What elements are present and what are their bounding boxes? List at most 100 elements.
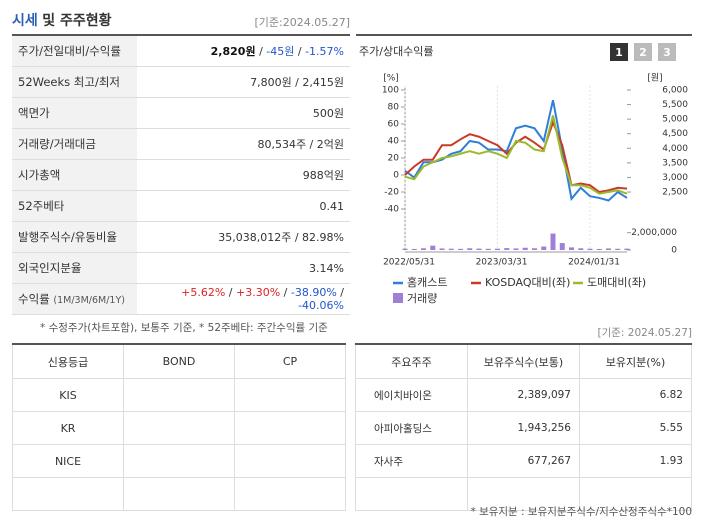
quote-label-cell: 발행주식수/유동비율: [12, 221, 137, 253]
credit-table: 신용등급 BOND CP KIS KR NICE: [12, 343, 346, 511]
table-row: 에이치바이온 2,389,097 6.82: [355, 378, 692, 412]
quote-label-cell: 수익률 (1M/3M/6M/1Y): [12, 283, 137, 315]
quote-value: +3.30%: [236, 286, 281, 299]
quote-label: 액면가: [18, 106, 50, 120]
quote-label: 외국인지분율: [18, 261, 82, 275]
quote-row: 발행주식수/유동비율 35,038,012주 / 82.98%: [12, 221, 350, 253]
header-title: 시세 및 주주현황: [12, 10, 112, 30]
volume-bar: [596, 248, 602, 250]
quote-value-cell: +5.62% / +3.30% / -38.90% / -40.06%: [137, 283, 350, 315]
quote-table: 주가/전일대비/수익률 2,820원 / -45원 / -1.57% 52Weeks…: [12, 36, 350, 315]
volume-bar: [458, 248, 463, 250]
legend-label: 홈캐스트: [407, 275, 447, 289]
quote-label-note: (1M/3M/6M/1Y): [53, 295, 125, 306]
table-cell: 1.93: [579, 444, 692, 478]
y2-tick-label: 3,500: [662, 158, 688, 168]
quote-value: -1.57%: [305, 45, 344, 58]
volume-bar: [467, 248, 473, 250]
quote-value: /: [336, 286, 344, 299]
quote-value-cell: 2,820원 / -45원 / -1.57%: [137, 36, 350, 67]
legend-label: KOSDAQ대비(좌): [485, 276, 570, 289]
y-tick-label: 80: [388, 103, 400, 113]
chart-tab-label[interactable]: 1: [615, 46, 623, 59]
table-row: KIS: [12, 378, 346, 412]
y2-unit: [원]: [647, 73, 662, 84]
table-cell: 5.55: [579, 411, 692, 445]
y2-tick-label: 2,500: [662, 188, 688, 198]
legend-label: 도매대비(좌): [587, 276, 646, 289]
chart-tab-label[interactable]: 3: [663, 46, 671, 59]
series-line: [404, 99, 628, 202]
chart-tab[interactable]: [634, 43, 652, 61]
table-cell: [234, 477, 346, 511]
quote-row: 52주베타 0.41: [12, 190, 350, 222]
quote-value: /: [294, 45, 306, 58]
volume-bar: [485, 248, 491, 250]
series-line: [404, 115, 628, 195]
table-cell: [234, 411, 346, 445]
chart-tab-label[interactable]: 2: [639, 46, 647, 59]
chart-tab[interactable]: [658, 43, 676, 61]
table-cell: 6.82: [579, 378, 692, 412]
chart-rule: [356, 34, 692, 36]
quote-label: 주가/전일대비/수익률: [18, 44, 121, 58]
quote-note: * 수정주가(차트포함), 보통주 기준, * 52주베타: 주간수익률 기준: [40, 322, 328, 334]
y2-tick-label: 5,500: [662, 100, 688, 110]
table-cell: NICE: [12, 444, 124, 478]
table-cell: [12, 477, 124, 511]
table-row: KR: [12, 411, 346, 445]
quote-row: 52Weeks 최고/최저 7,800원 / 2,415원: [12, 66, 350, 98]
volume-bar: [430, 245, 436, 250]
holder-note: * 보유지분 : 보유지분주식수/지수산정주식수*100: [470, 506, 692, 518]
table-row: 자사주 677,267 1.93: [355, 444, 692, 478]
quote-value-cell: 80,534주 / 2억원: [137, 128, 350, 160]
quote-value: 80,534주 / 2억원: [257, 138, 344, 151]
volume-tick-label: 2,000,000: [631, 228, 677, 238]
volume-bar: [532, 248, 537, 250]
y2-tick-label: 3,000: [662, 173, 688, 183]
table-header: BOND: [123, 343, 235, 379]
holder-table: 주요주주 보유주식수(보통) 보유지분(%) 에이치바이온 2,389,097 6.82 아…: [355, 343, 692, 511]
quote-label-cell: 주가/전일대비/수익률: [12, 36, 137, 67]
quote-label: 거래량/거래대금: [18, 137, 96, 151]
quote-row: 수익률 (1M/3M/6M/1Y) +5.62% / +3.30% / -38.9…: [12, 283, 350, 315]
title-rest: 및 주주현황: [42, 13, 112, 29]
table-header: CP: [234, 343, 346, 379]
x-tick-label: 2024/01/31: [568, 258, 620, 268]
quote-value: 35,038,012주 / 82.98%: [218, 231, 344, 244]
y-tick-label: 40: [388, 137, 400, 147]
table-header-row: 주요주주 보유주식수(보통) 보유지분(%): [355, 343, 692, 379]
quote-label-cell: 52Weeks 최고/최저: [12, 66, 137, 98]
quote-label: 52주베타: [18, 199, 65, 213]
volume-bar: [476, 248, 482, 250]
quote-value: 988억원: [302, 169, 344, 182]
legend-swatch: [393, 293, 403, 303]
y2-tick-label: 4,500: [662, 129, 688, 139]
table-cell: [123, 477, 235, 511]
quote-label-cell: 외국인지분율: [12, 252, 137, 284]
quote-value-cell: 988억원: [137, 159, 350, 191]
volume-bar: [513, 248, 519, 250]
quote-value: /: [280, 286, 291, 299]
series-line: [404, 119, 628, 194]
y-tick-label: 0: [393, 171, 399, 181]
volume-bar: [421, 248, 426, 250]
quote-row: 거래량/거래대금 80,534주 / 2억원: [12, 128, 350, 160]
table-cell: 자사주: [355, 444, 468, 478]
volume-bar: [411, 248, 417, 250]
y-tick-label: -20: [384, 188, 399, 198]
quote-value: /: [255, 45, 267, 58]
table-header: 보유주식수(보통): [467, 343, 580, 379]
table-cell: [123, 444, 235, 478]
chart-tab[interactable]: [610, 43, 628, 61]
quote-value: 2,820원: [210, 45, 256, 58]
y-tick-label: -40: [384, 205, 399, 215]
table-cell: [123, 378, 235, 412]
quote-label-cell: 시가총액: [12, 159, 137, 191]
table-header: 신용등급: [12, 343, 124, 379]
table-cell: KR: [12, 411, 124, 445]
volume-tick-label: 0: [671, 246, 677, 256]
y2-tick-label: 5,000: [662, 115, 688, 125]
quote-label: 수익률: [18, 292, 50, 306]
volume-bar: [606, 248, 611, 250]
